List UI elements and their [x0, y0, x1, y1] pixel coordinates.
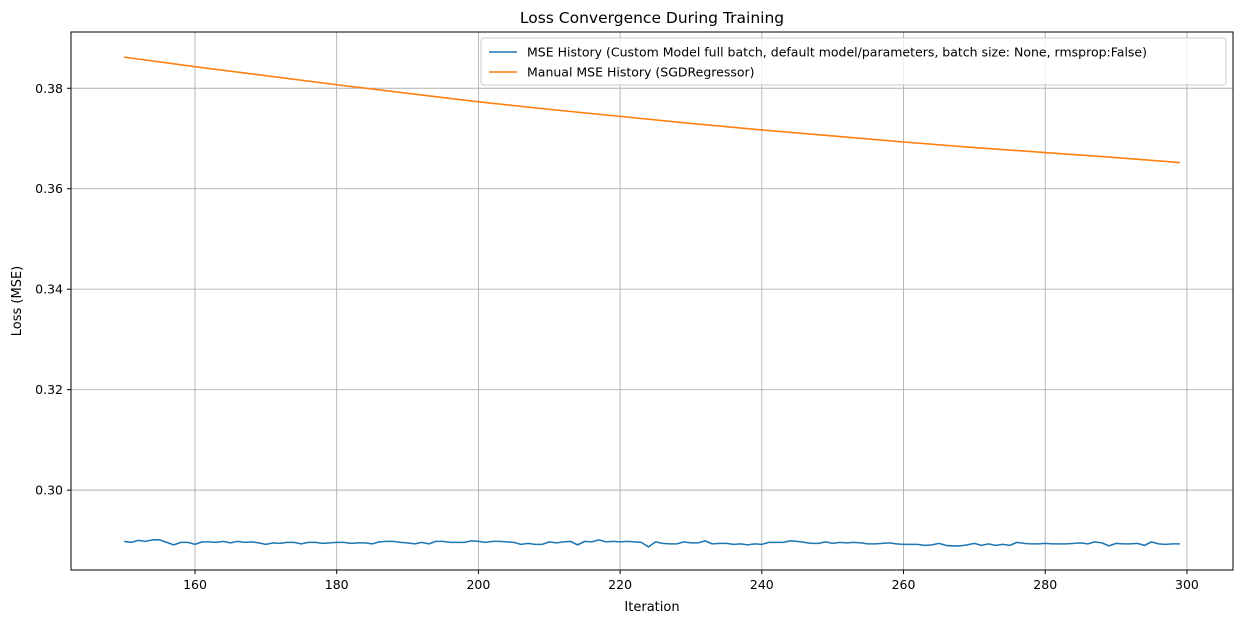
x-tick-label: 260 — [892, 577, 916, 592]
x-axis-ticks: 160 180 200 220 240 260 280 300 — [183, 570, 1199, 592]
x-tick-label: 220 — [608, 577, 632, 592]
x-tick-label: 160 — [183, 577, 207, 592]
y-tick-label: 0.36 — [35, 181, 63, 196]
x-tick-label: 180 — [325, 577, 349, 592]
x-axis-label: Iteration — [624, 600, 679, 615]
y-axis-ticks: 0.30 0.32 0.34 0.36 0.38 — [35, 81, 71, 498]
y-axis-label: Loss (MSE) — [10, 266, 25, 336]
y-tick-label: 0.34 — [35, 282, 63, 297]
x-tick-label: 200 — [466, 577, 490, 592]
x-tick-label: 300 — [1175, 577, 1199, 592]
y-tick-label: 0.38 — [35, 81, 63, 96]
series-line-custom-model — [124, 539, 1180, 548]
legend-label-sgd-regressor: Manual MSE History (SGDRegressor) — [527, 65, 755, 80]
y-tick-label: 0.30 — [35, 483, 63, 498]
legend-label-custom-model: MSE History (Custom Model full batch, de… — [527, 45, 1147, 60]
plot-frame — [70, 31, 1234, 571]
y-tick-label: 0.32 — [35, 382, 63, 397]
x-tick-label: 280 — [1033, 577, 1057, 592]
legend-box — [480, 37, 1227, 86]
chart-title: Loss Convergence During Training — [520, 9, 784, 27]
grid-lines — [71, 32, 1233, 570]
legend: MSE History (Custom Model full batch, de… — [480, 37, 1227, 86]
x-tick-label: 240 — [750, 577, 774, 592]
series-lines — [124, 56, 1180, 548]
series-line-sgd-regressor — [124, 56, 1180, 164]
